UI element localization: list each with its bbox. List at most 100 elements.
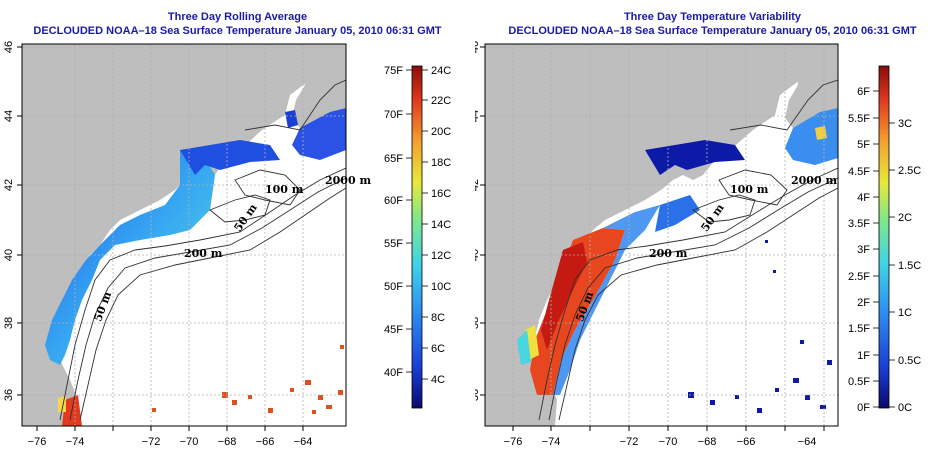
land-mass xyxy=(485,44,838,426)
contour-label-200: 200 m xyxy=(184,247,223,260)
var-mid-shelf xyxy=(655,195,700,232)
cb-label-f: 65F xyxy=(384,153,403,165)
cb-label-f: 2F xyxy=(857,297,870,309)
y-tick-labels: 36 38 40 42 44 46 xyxy=(475,41,481,401)
cb-label-c: 2.5C xyxy=(898,165,921,177)
left-map-panel: Three Day Rolling Average DECLOUDED NOAA… xyxy=(3,11,451,448)
cb-label-f: 0F xyxy=(857,402,870,414)
bathymetry-contours xyxy=(59,79,346,421)
x-tick-labels: −76 −74 −72 −70 −68 −66 −64 xyxy=(28,436,313,448)
cb-label-c: 1C xyxy=(898,307,912,319)
sst-scotian-shelf xyxy=(292,108,346,160)
cb-label-c: 24C xyxy=(431,65,451,77)
var-gulf-maine xyxy=(645,140,745,175)
cb-label-c: 14C xyxy=(431,219,451,231)
cb-label-c: 16C xyxy=(431,188,451,200)
y-tick: 38 xyxy=(475,317,481,329)
right-subtitle: DECLOUDED NOAA–18 Sea Surface Temperatur… xyxy=(508,25,917,37)
y-tick: 42 xyxy=(3,179,15,191)
y-tick: 40 xyxy=(475,249,481,261)
x-tick: −72 xyxy=(620,436,639,448)
y-tick: 42 xyxy=(475,179,481,191)
var-shelf-band xyxy=(530,228,625,395)
x-tick-labels: −76 −74 −72 −70 −68 −66 −64 xyxy=(504,436,817,448)
x-tick: −70 xyxy=(180,436,199,448)
cb-label-f: 1F xyxy=(857,350,870,362)
cb-label-f: 50F xyxy=(384,281,403,293)
cb-label-c: 8C xyxy=(431,312,445,324)
cb-label-c: 2C xyxy=(898,212,912,224)
y-tick: 36 xyxy=(475,389,481,401)
cb-label-f: 6F xyxy=(857,86,870,98)
colorbar xyxy=(878,65,890,409)
x-tick: −66 xyxy=(737,436,756,448)
contour-label-2000: 2000 m xyxy=(791,174,837,187)
y-tick: 44 xyxy=(475,110,481,122)
cb-label-c: 12C xyxy=(431,250,451,262)
land-nova-scotia xyxy=(785,44,838,128)
map-frame xyxy=(21,43,347,427)
cb-label-c: 18C xyxy=(431,157,451,169)
contour-label-100: 100 m xyxy=(265,183,304,196)
x-tick: −64 xyxy=(798,436,817,448)
cb-label-f: 60F xyxy=(384,195,403,207)
cb-label-f: 4F xyxy=(857,192,870,204)
cb-label-c: 0.5C xyxy=(898,355,921,367)
cb-label-c: 3C xyxy=(898,118,912,130)
x-tick: −76 xyxy=(504,436,523,448)
y-tick: 46 xyxy=(3,41,15,53)
cb-label-f: 5.5F xyxy=(848,113,870,125)
sst-gulf-maine xyxy=(180,140,280,175)
cb-label-f: 75F xyxy=(384,65,403,77)
axis-ticks xyxy=(17,46,304,431)
bathymetry-contours xyxy=(538,79,838,421)
colorbar-c-labels: 3C 2.5C 2C 1.5C 1C 0.5C 0C xyxy=(898,118,921,414)
var-shelf-outer xyxy=(553,205,660,395)
left-title: Three Day Rolling Average xyxy=(167,11,308,23)
graticule xyxy=(485,44,838,426)
x-tick: −72 xyxy=(142,436,161,448)
contour-label-100: 100 m xyxy=(730,183,769,196)
x-tick: −74 xyxy=(66,436,85,448)
cb-label-c: 0C xyxy=(898,402,912,414)
var-high-core xyxy=(541,242,587,350)
colorbar-ticks xyxy=(406,69,428,380)
colorbar-ticks xyxy=(873,90,895,408)
cb-label-f: 0.5F xyxy=(848,376,870,388)
left-map-svg: 2000 m 100 m 50 m 200 m 50 m −76 −74 −72… xyxy=(3,41,451,448)
var-coastal-cyan xyxy=(517,330,531,365)
cb-label-c: 10C xyxy=(431,281,451,293)
sst-coastal-band xyxy=(45,150,215,365)
x-tick: −70 xyxy=(659,436,678,448)
cb-label-c: 22C xyxy=(431,95,451,107)
y-tick: 36 xyxy=(3,389,15,401)
cb-label-f: 1.5F xyxy=(848,323,870,335)
cb-label-c: 1.5C xyxy=(898,260,921,272)
map-frame xyxy=(484,43,839,427)
cb-label-f: 3F xyxy=(857,244,870,256)
graticule xyxy=(22,44,346,426)
colorbar-f-labels: 75F 70F 65F 60F 55F 50F 45F 40F xyxy=(384,65,403,379)
x-tick: −66 xyxy=(256,436,275,448)
right-map-svg: 2000 m 100 m 50 m 200 m 50 m −76 −74 −72… xyxy=(475,41,921,448)
colorbar xyxy=(411,65,423,409)
x-tick: −64 xyxy=(294,436,313,448)
var-scotian-high xyxy=(815,126,827,140)
x-tick: −68 xyxy=(698,436,717,448)
sst-offshore-speckles xyxy=(152,345,344,414)
sst-small-patch xyxy=(285,110,298,128)
cb-label-c: 4C xyxy=(431,374,445,386)
y-tick-labels: 36 38 40 42 44 46 xyxy=(3,41,15,401)
x-tick: −76 xyxy=(28,436,47,448)
cb-label-f: 3.5F xyxy=(848,218,870,230)
axis-ticks xyxy=(480,46,825,431)
cb-label-c: 6C xyxy=(431,343,445,355)
right-map-panel: Three Day Temperature Variability DECLOU… xyxy=(475,0,950,475)
cb-label-f: 55F xyxy=(384,238,403,250)
x-tick: −68 xyxy=(218,436,237,448)
cb-label-f: 40F xyxy=(384,367,403,379)
colorbar-c-labels: 24C 22C 20C 18C 16C 14C 12C 10C 8C 6C 4C xyxy=(431,65,451,386)
cb-label-f: 70F xyxy=(384,109,403,121)
y-tick: 46 xyxy=(475,41,481,53)
x-tick: −74 xyxy=(542,436,561,448)
